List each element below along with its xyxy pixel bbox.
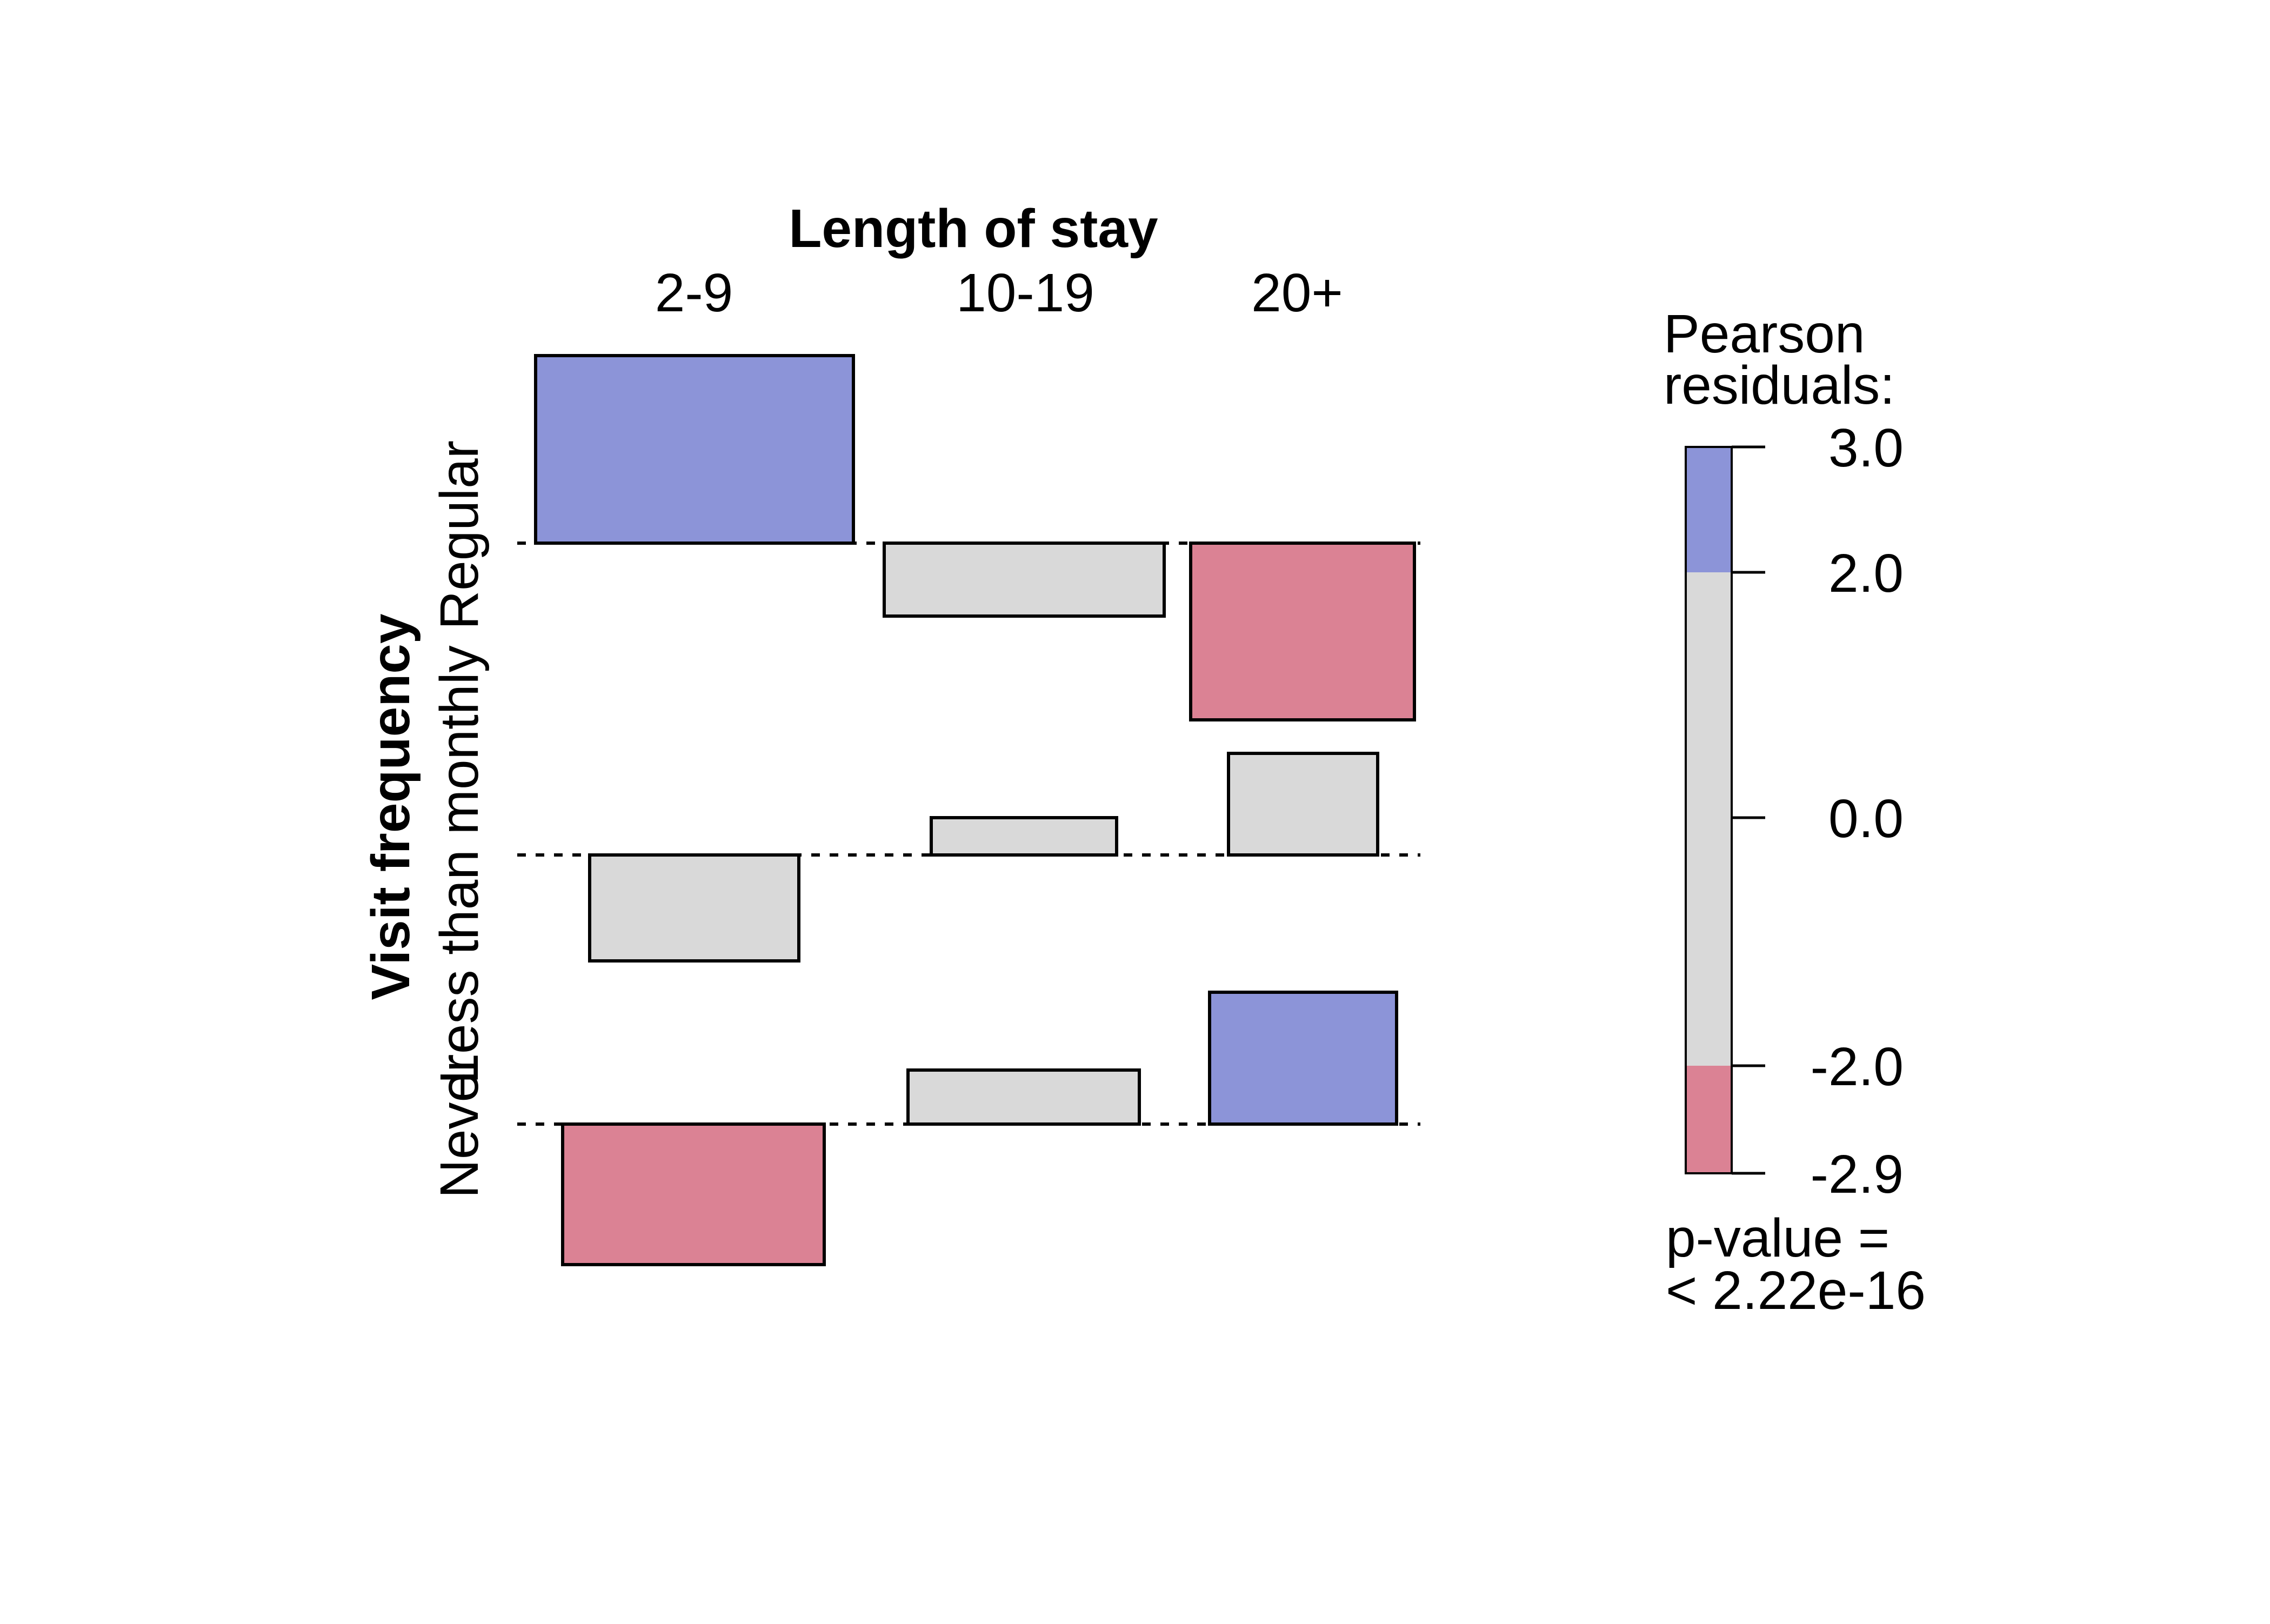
svg-text:< 2.22e-16: < 2.22e-16 [1666, 1260, 1926, 1321]
svg-text:2.0: 2.0 [1828, 543, 1904, 604]
svg-text:Length of stay: Length of stay [789, 198, 1158, 259]
svg-text:-2.0: -2.0 [1811, 1037, 1904, 1097]
svg-text:residuals:: residuals: [1664, 355, 1895, 416]
svg-text:Regular: Regular [429, 440, 490, 630]
svg-text:20+: 20+ [1251, 263, 1343, 323]
svg-text:Never: Never [429, 1054, 490, 1199]
svg-text:2-9: 2-9 [655, 263, 733, 323]
svg-text:Visit frequency: Visit frequency [360, 613, 421, 1000]
svg-text:0.0: 0.0 [1828, 788, 1904, 849]
svg-text:10-19: 10-19 [956, 263, 1094, 323]
svg-text:p-value =: p-value = [1666, 1208, 1890, 1268]
svg-text:Less than monthly: Less than monthly [429, 645, 490, 1084]
svg-text:Pearson: Pearson [1664, 304, 1865, 364]
svg-text:-2.9: -2.9 [1811, 1144, 1904, 1205]
svg-text:3.0: 3.0 [1828, 418, 1904, 478]
